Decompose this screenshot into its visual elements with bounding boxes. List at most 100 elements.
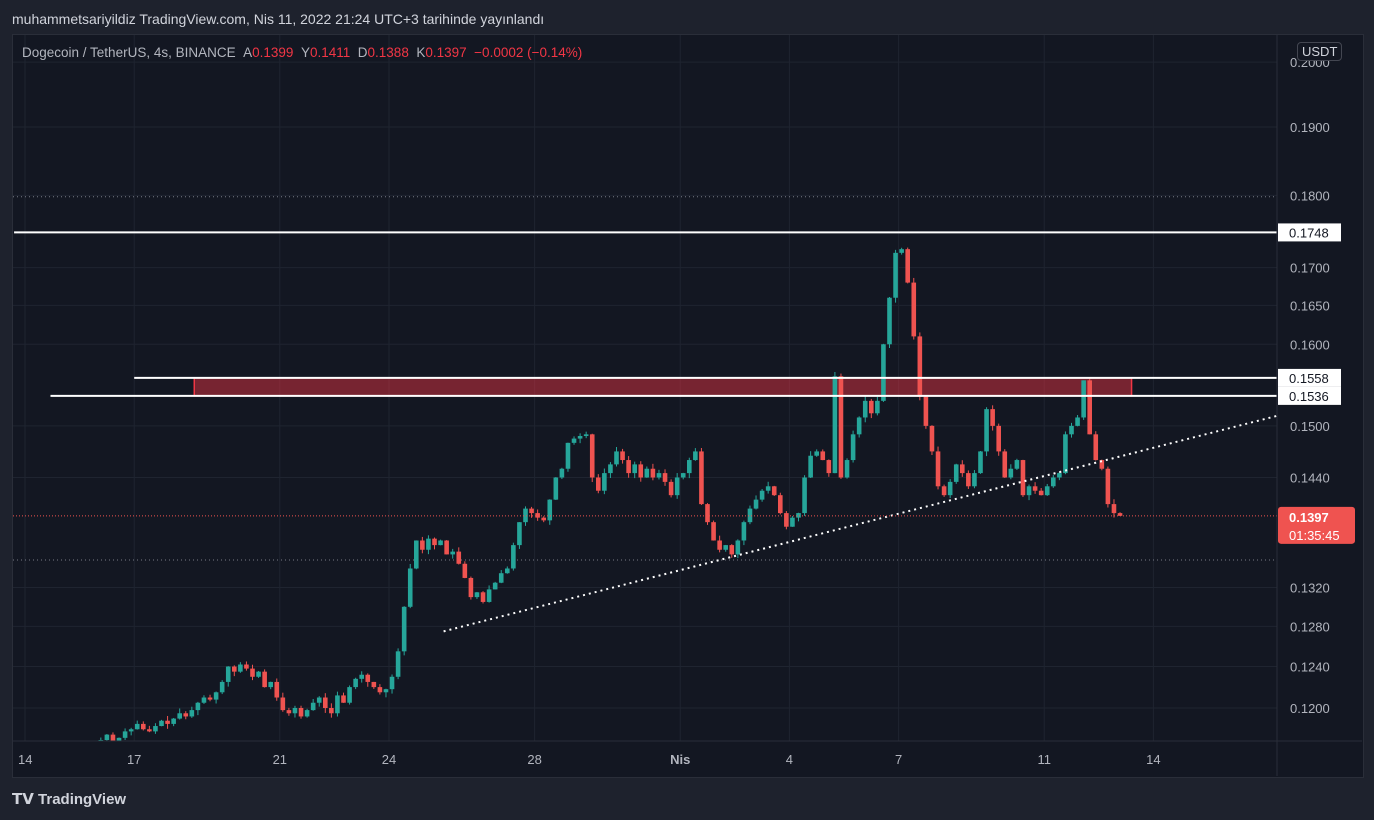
candle-body xyxy=(1093,434,1099,461)
candle-body xyxy=(747,508,753,523)
candle-body xyxy=(935,451,941,487)
candle-body xyxy=(505,568,510,574)
candle-body xyxy=(808,455,813,478)
candle-body xyxy=(553,477,559,500)
candle-body xyxy=(656,473,662,478)
candle-body xyxy=(1063,434,1068,474)
candle-body xyxy=(577,436,583,439)
candle-body xyxy=(856,417,862,435)
candle-body xyxy=(723,545,728,550)
price-tick-label: 0.1440 xyxy=(1290,470,1330,485)
time-tick-label: 17 xyxy=(127,752,141,767)
resistance-zone xyxy=(193,377,1133,397)
candle-body xyxy=(753,499,759,509)
candle-body xyxy=(353,678,358,688)
candle-body xyxy=(207,697,213,700)
candle-body xyxy=(960,464,965,474)
candle-body xyxy=(153,726,158,732)
candle-body xyxy=(820,451,826,461)
candle-body xyxy=(225,666,231,682)
candle-body xyxy=(899,249,904,253)
ohlc-legend: Dogecoin / TetherUS, 4s, BINANCE A0.1399… xyxy=(22,45,582,60)
currency-button[interactable]: USDT xyxy=(1297,42,1343,61)
tv-logo-icon: 𝗧𝗩 xyxy=(12,791,39,808)
candle-body xyxy=(523,508,528,523)
candle-body xyxy=(323,697,328,708)
candle-body xyxy=(881,344,886,401)
price-tick-label: 0.1500 xyxy=(1290,419,1330,434)
level-price-label: 0.1536 xyxy=(1289,389,1329,404)
candle-body xyxy=(1075,417,1080,426)
level-price-label: 0.1558 xyxy=(1289,371,1329,386)
price-tick-label: 0.1650 xyxy=(1290,298,1330,313)
candle-body xyxy=(426,538,431,550)
candle-body xyxy=(104,734,110,741)
candle-body xyxy=(401,606,407,652)
candle-body xyxy=(486,589,492,602)
candle-body xyxy=(838,376,844,478)
candle-body xyxy=(1008,468,1014,478)
candle-body xyxy=(844,460,850,478)
candle-body xyxy=(996,425,1001,452)
candle-body xyxy=(929,425,935,452)
candle-body xyxy=(735,540,741,555)
candle-body xyxy=(705,504,710,523)
candle-body xyxy=(219,681,225,693)
candle-body xyxy=(238,664,243,672)
candle-body xyxy=(438,540,443,546)
candle-body xyxy=(614,451,619,465)
chart-panel[interactable] xyxy=(12,34,1364,778)
candle-body xyxy=(1069,425,1074,435)
candle-body xyxy=(274,681,280,698)
candle-body xyxy=(862,400,868,418)
candle-body xyxy=(244,664,249,669)
candle-body xyxy=(905,249,910,283)
candle-body xyxy=(444,540,449,555)
candle-body xyxy=(693,451,698,461)
candle-body xyxy=(596,477,601,491)
candle-body xyxy=(796,513,801,518)
candle-body xyxy=(389,676,395,690)
price-tick-label: 0.1700 xyxy=(1290,261,1330,276)
candle-body xyxy=(583,434,589,437)
time-tick-label: 24 xyxy=(382,752,396,767)
open-label: A xyxy=(243,45,253,60)
price-tick-label: 0.1800 xyxy=(1290,188,1330,203)
candle-body xyxy=(310,702,316,711)
symbol-label[interactable]: Dogecoin / TetherUS, 4s, BINANCE xyxy=(22,45,236,60)
candle-body xyxy=(474,592,480,598)
last-price-tag xyxy=(1278,506,1355,544)
high-label: Y xyxy=(300,45,310,60)
candle-body xyxy=(1014,460,1020,469)
candle-body xyxy=(262,671,267,688)
candle-body xyxy=(953,464,959,482)
level-price-tag xyxy=(1278,386,1341,405)
candle-body xyxy=(480,592,486,602)
price-tick-label: 0.1900 xyxy=(1290,120,1330,135)
candle-body xyxy=(420,540,425,550)
candle-body xyxy=(1105,468,1111,505)
logo-text: TradingView xyxy=(38,791,127,808)
candle-body xyxy=(765,486,771,491)
price-tick-label: 0.1600 xyxy=(1290,337,1330,352)
candle-body xyxy=(893,252,898,298)
candle-body xyxy=(195,702,201,711)
candle-body xyxy=(632,464,637,474)
candle-body xyxy=(335,695,340,714)
candle-body xyxy=(875,400,880,414)
candle-body xyxy=(917,336,923,397)
candle-body xyxy=(674,477,680,496)
tradingview-logo[interactable]: 𝗧𝗩 TradingView xyxy=(12,790,126,808)
candle-body xyxy=(529,508,534,514)
candle-body xyxy=(159,720,164,727)
candle-body xyxy=(680,473,686,478)
candle-body xyxy=(699,451,704,505)
level-price-tag xyxy=(1278,223,1341,242)
candle-body xyxy=(1081,380,1086,418)
candle-body xyxy=(456,551,462,564)
bar-countdown: 01:35:45 xyxy=(1289,528,1340,543)
candle-body xyxy=(626,460,631,474)
candle-body xyxy=(1051,477,1056,487)
candle-body xyxy=(280,697,286,711)
